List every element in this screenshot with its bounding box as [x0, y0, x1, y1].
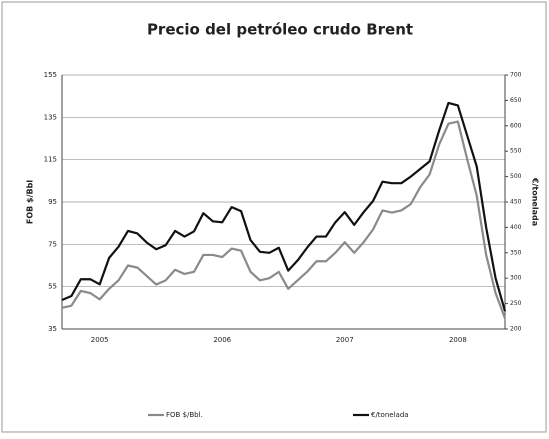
y2-axis-title: €/tonelada: [531, 177, 540, 226]
chart-title: Precio del petróleo crudo Brent: [147, 21, 413, 39]
x-tick-label: 2005: [91, 336, 109, 344]
x-tick-label: 2007: [336, 336, 354, 344]
series-line: [61, 120, 507, 319]
y2-tick-label: 250: [510, 300, 522, 307]
y-tick-label: 115: [44, 156, 57, 164]
y-tick-label: 75: [48, 240, 57, 248]
y2-tick-label: 400: [510, 224, 522, 231]
y-tick-label: 35: [48, 325, 57, 333]
x-tick-label: 2006: [213, 336, 231, 344]
frame: [1, 1, 547, 433]
y-tick-label: 55: [48, 283, 57, 291]
legend-label: €/tonelada: [371, 411, 409, 419]
series-line: [61, 101, 507, 312]
y-axis-title: FOB $/Bbl: [26, 180, 35, 224]
y2-tick-label: 600: [510, 122, 522, 129]
x-tick-label: 2008: [449, 336, 467, 344]
legend-label: FOB $/Bbl.: [166, 411, 203, 419]
y2-tick-label: 500: [510, 173, 522, 180]
y2-tick-label: 550: [510, 148, 522, 155]
y2-tick-label: 300: [510, 275, 522, 282]
y-tick-label: 135: [44, 113, 57, 121]
y2-tick-label: 650: [510, 97, 522, 104]
y2-tick-label: 700: [510, 72, 522, 79]
y2-tick-label: 200: [510, 326, 522, 333]
y2-tick-label: 350: [510, 249, 522, 256]
y-tick-label: 155: [44, 71, 57, 79]
y2-tick-label: 450: [510, 199, 522, 206]
y-tick-label: 95: [48, 198, 57, 206]
